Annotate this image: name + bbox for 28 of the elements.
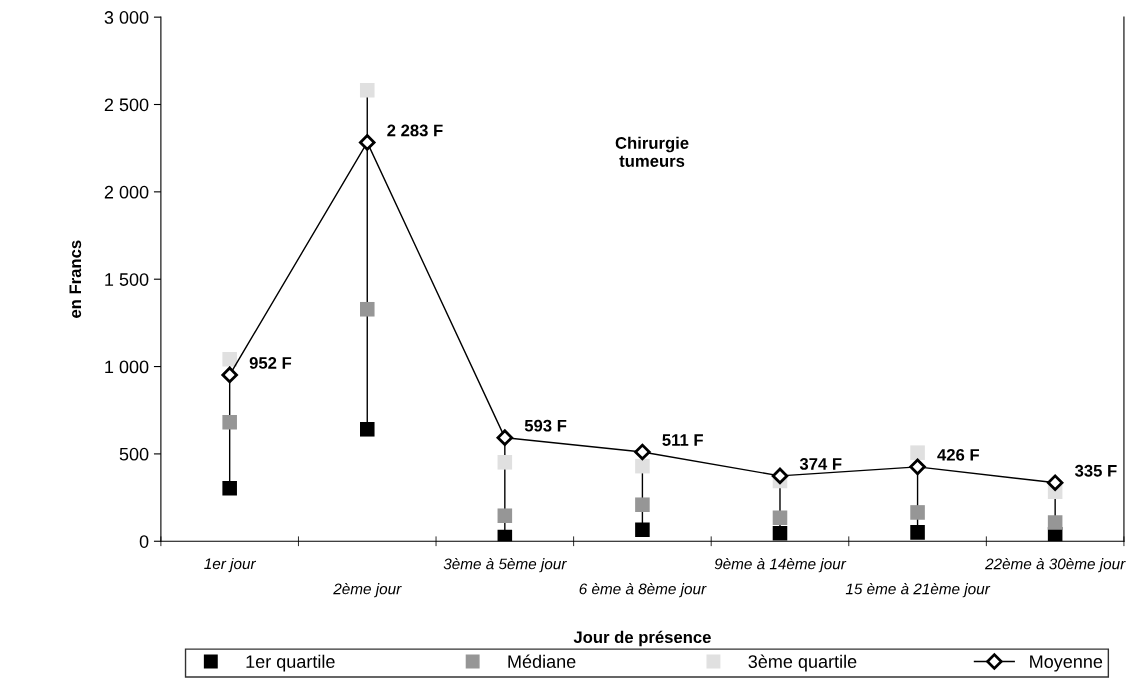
y-tick-label: 0 (139, 535, 149, 548)
legend-label: Moyenne (1030, 655, 1103, 672)
x-axis-title: Jour de présence (573, 630, 711, 647)
y-tick-label: 500 (119, 447, 149, 461)
y-tick-label: 2 000 (104, 185, 149, 199)
data-label: 2 283 F (387, 124, 443, 137)
x-tick-label: 15 ème à 21ème jour (845, 582, 991, 598)
x-tick-label: 9ème à 14ème jour (714, 557, 847, 573)
legend-label: 1er quartile (246, 654, 335, 672)
legend-label: 3ème quartile (748, 654, 857, 672)
y-tick-label: 2 500 (104, 98, 149, 112)
data-label: 511 F (662, 434, 703, 446)
x-tick-label: 3ème à 5ème jour (443, 557, 567, 573)
annotation: Chirurgie tumeurs (615, 136, 689, 167)
x-tick-label: 22ème à 30ème jour (985, 557, 1126, 573)
data-label: 952 F (249, 357, 292, 369)
x-tick-label: 2ème jour (333, 582, 402, 598)
x-tick-label: 6 ème à 8ème jour (579, 582, 707, 598)
data-label: 335 F (1074, 464, 1117, 477)
data-label: 374 F (799, 458, 842, 470)
legend-label: Médiane (508, 654, 576, 668)
y-tick-label: 3 000 (104, 11, 149, 24)
y-axis-title: en Francs (69, 240, 82, 318)
x-tick-label: 1er jour (204, 557, 257, 573)
data-label: 426 F (937, 448, 980, 461)
y-tick-label: 1 500 (105, 273, 149, 286)
data-label: 593 F (524, 419, 567, 432)
y-tick-label: 1 000 (105, 360, 149, 374)
